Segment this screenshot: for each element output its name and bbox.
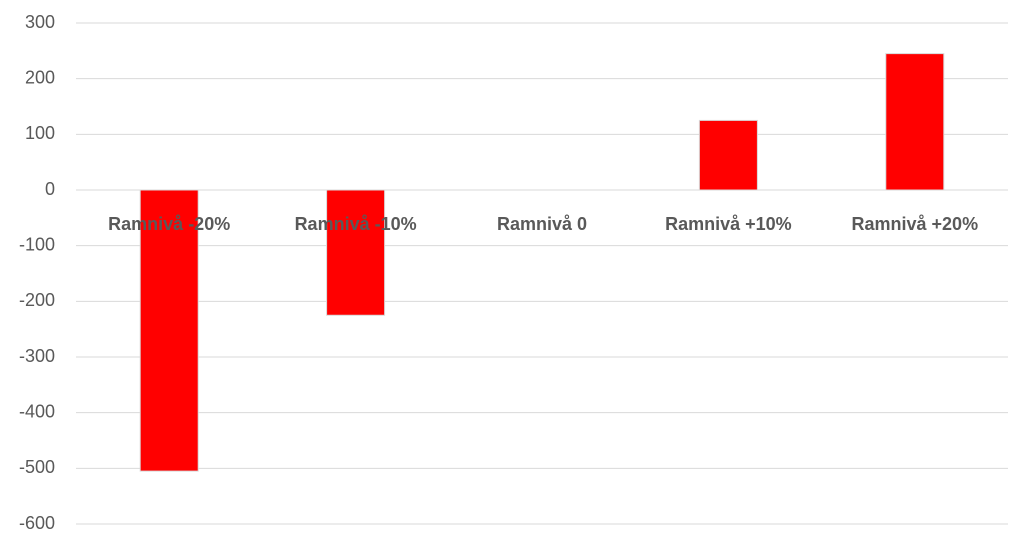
y-tick-label: -400	[19, 401, 55, 421]
x-tick-label: Ramnivå +20%	[852, 214, 979, 234]
y-tick-label: -200	[19, 290, 55, 310]
x-tick-label: Ramnivå 0	[497, 214, 587, 234]
y-tick-label: 0	[45, 179, 55, 199]
y-tick-label: 100	[25, 123, 55, 143]
y-tick-label: 200	[25, 67, 55, 87]
x-tick-label: Ramnivå -20%	[108, 214, 230, 234]
bar	[326, 189, 386, 316]
bar	[885, 53, 945, 191]
x-tick-label: Ramnivå +10%	[665, 214, 792, 234]
bar	[698, 119, 758, 191]
y-tick-label: 300	[25, 12, 55, 32]
y-tick-label: -600	[19, 513, 55, 533]
y-tick-label: -300	[19, 346, 55, 366]
y-tick-label: -500	[19, 457, 55, 477]
bar	[139, 189, 199, 472]
y-tick-label: -100	[19, 234, 55, 254]
x-tick-label: Ramnivå -10%	[295, 214, 417, 234]
